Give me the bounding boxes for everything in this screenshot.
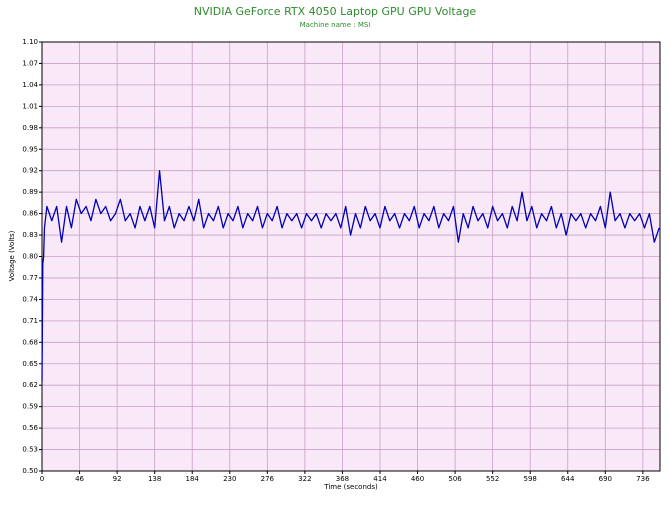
y-tick-label: 0.95 [22, 145, 38, 153]
y-tick-label: 1.10 [22, 38, 38, 46]
x-tick-label: 276 [261, 475, 275, 483]
y-tick-label: 0.86 [22, 210, 38, 218]
chart-title: NVIDIA GeForce RTX 4050 Laptop GPU GPU V… [194, 5, 477, 18]
y-tick-label: 0.98 [22, 124, 38, 132]
x-axis-label: Time (seconds) [323, 483, 378, 491]
y-tick-label: 0.80 [22, 253, 38, 261]
x-tick-label: 552 [486, 475, 499, 483]
x-tick-label: 0 [40, 475, 44, 483]
chart-subtitle: Machine name : MSI [300, 21, 371, 29]
y-tick-label: 1.01 [22, 102, 38, 110]
y-tick-label: 0.92 [22, 167, 38, 175]
y-tick-label: 0.74 [22, 295, 38, 303]
y-tick-label: 0.65 [22, 360, 38, 368]
x-tick-label: 184 [186, 475, 200, 483]
x-tick-label: 138 [148, 475, 161, 483]
x-tick-label: 368 [336, 475, 349, 483]
x-tick-label: 736 [636, 475, 650, 483]
x-tick-label: 690 [599, 475, 612, 483]
y-tick-label: 1.04 [22, 81, 38, 89]
y-tick-label: 0.56 [22, 424, 38, 432]
plot-frame [41, 41, 661, 472]
y-axis-label: Voltage (Volts) [8, 230, 16, 281]
x-tick-label: 230 [223, 475, 236, 483]
x-tick-label: 506 [448, 475, 462, 483]
y-tick-label: 0.71 [22, 317, 38, 325]
x-tick-label: 46 [75, 475, 84, 483]
x-tick-label: 92 [113, 475, 122, 483]
y-tick-label: 0.50 [22, 467, 38, 475]
x-tick-label: 414 [373, 475, 387, 483]
data-line [41, 170, 660, 382]
x-tick-label: 460 [411, 475, 424, 483]
x-tick-label: 644 [561, 475, 575, 483]
y-tick-label: 0.89 [22, 188, 38, 196]
y-tick-label: 0.62 [22, 381, 38, 389]
x-tick-label: 598 [524, 475, 537, 483]
x-tick-label: 322 [298, 475, 311, 483]
y-tick-label: 0.68 [22, 338, 38, 346]
y-tick-label: 1.07 [22, 59, 38, 67]
y-tick-label: 0.53 [22, 446, 38, 454]
y-tick-label: 0.59 [22, 403, 38, 411]
y-tick-label: 0.77 [22, 274, 38, 282]
y-tick-label: 0.83 [22, 231, 38, 239]
